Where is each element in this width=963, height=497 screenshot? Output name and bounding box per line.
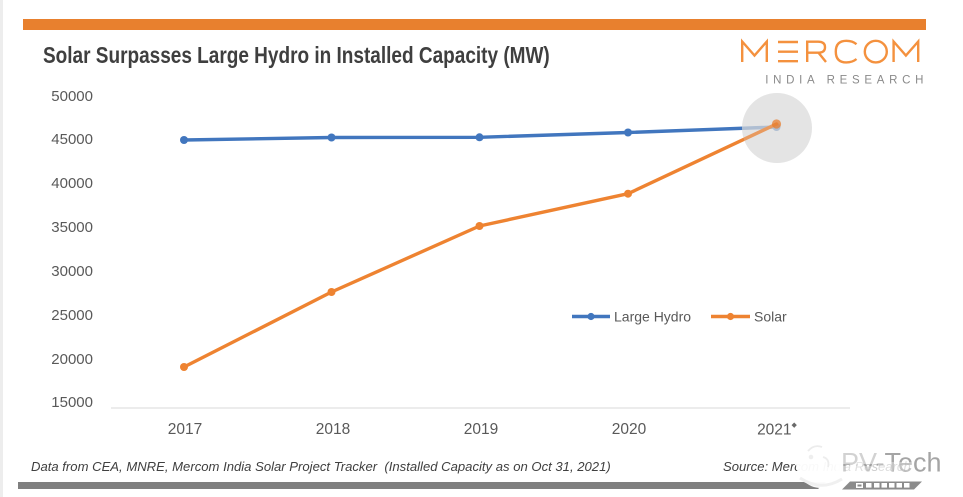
svg-text:Large Hydro: Large Hydro xyxy=(614,309,691,325)
svg-text:Solar: Solar xyxy=(754,309,787,325)
svg-text:INDIA RESEARCH: INDIA RESEARCH xyxy=(765,75,928,87)
